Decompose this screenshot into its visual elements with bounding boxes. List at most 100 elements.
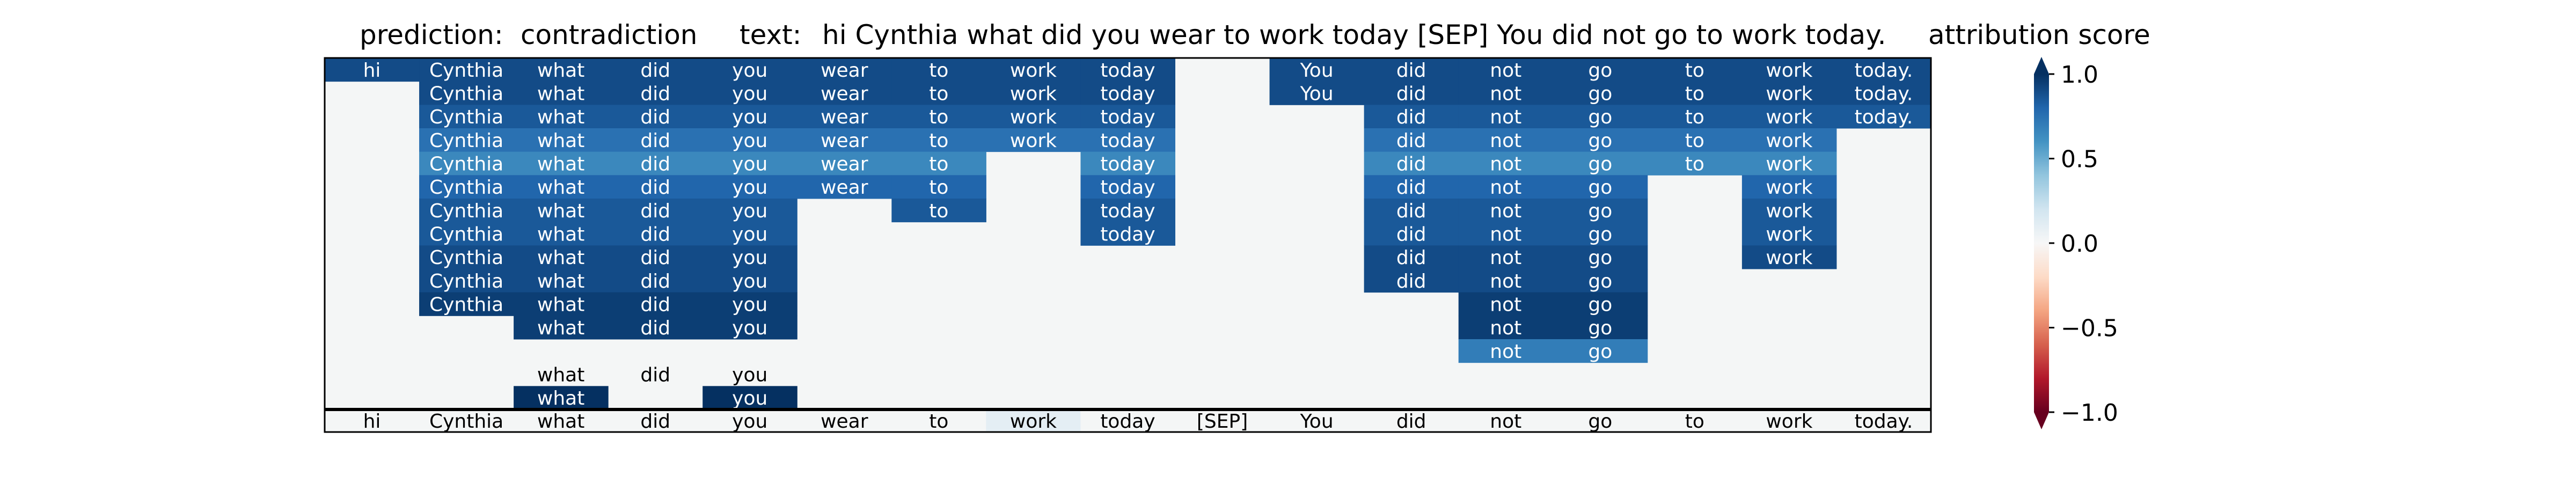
colorbar-tick-label: 0.5 <box>2061 146 2098 173</box>
heatmap-cell <box>1647 105 1743 129</box>
prediction-label: prediction: <box>360 19 503 50</box>
token-strip-background <box>325 409 1931 432</box>
heatmap-cell-label: what <box>537 106 584 128</box>
heatmap-cell <box>1741 245 1837 269</box>
heatmap-cell <box>891 58 986 82</box>
heatmap-cell <box>1836 105 1931 129</box>
heatmap-cell-label: you <box>732 294 767 316</box>
heatmap-cell-label: today. <box>1855 106 1913 128</box>
heatmap-cell <box>702 175 797 199</box>
heatmap-cell <box>797 81 892 105</box>
heatmap-cell <box>1553 339 1648 363</box>
heatmap-cell-label: work <box>1010 83 1057 105</box>
heatmap-cell <box>1553 128 1648 152</box>
heatmap-cell <box>608 151 703 175</box>
heatmap-cell-label: did <box>1396 177 1426 199</box>
heatmap-cell <box>419 292 514 316</box>
heatmap-cell-label: Cynthia <box>429 247 503 269</box>
heatmap-cell-label: you <box>732 317 767 339</box>
heatmap-cell <box>1080 151 1176 175</box>
heatmap-cell-label: hi <box>363 60 381 82</box>
colorbar-gradient <box>2034 74 2049 412</box>
heatmap-cell-label: not <box>1490 83 1521 105</box>
heatmap-cell-label: Cynthia <box>429 153 503 175</box>
heatmap-cell <box>986 81 1081 105</box>
colorbar-extend-min <box>2034 412 2049 429</box>
heatmap-cell <box>419 245 514 269</box>
heatmap-cell-label: you <box>732 60 767 82</box>
heatmap-cell <box>1364 128 1459 152</box>
colorbar-tick-label: −0.5 <box>2061 315 2118 342</box>
heatmap-cell-label: work <box>1010 106 1057 128</box>
heatmap-cell-label: Cynthia <box>429 130 503 152</box>
heatmap-cell-label: you <box>732 106 767 128</box>
heatmap-cell <box>797 128 892 152</box>
heatmap-cell-label: today <box>1100 177 1155 199</box>
heatmap-cell-label: what <box>537 153 584 175</box>
heatmap-cell-label: not <box>1490 224 1521 246</box>
heatmap-cell-label: work <box>1766 224 1812 246</box>
heatmap-cell <box>1364 222 1459 246</box>
heatmap-cell <box>1647 81 1743 105</box>
heatmap-cell-label: did <box>640 83 670 105</box>
token-strip-cell <box>986 409 1081 432</box>
heatmap-cell <box>1080 58 1176 82</box>
heatmap-cell-label: not <box>1490 60 1521 82</box>
token-strip-label: what <box>537 411 584 433</box>
heatmap-cell <box>1458 58 1554 82</box>
heatmap-cell-label: what <box>537 317 584 339</box>
heatmap-cell <box>325 58 420 82</box>
heatmap-cell <box>608 175 703 199</box>
token-strip-label: hi <box>363 411 381 433</box>
heatmap-cell <box>1458 339 1554 363</box>
heatmap-cell-label: to <box>1685 60 1704 82</box>
heatmap-cell <box>419 128 514 152</box>
heatmap-cell <box>419 269 514 293</box>
heatmap-cell-label: what <box>537 83 584 105</box>
heatmap-cell-label: work <box>1766 177 1812 199</box>
heatmap-cell-label: what <box>537 60 584 82</box>
heatmap-cell <box>608 269 703 293</box>
heatmap-cell-label: You <box>1300 60 1334 82</box>
heatmap-cell-label: not <box>1490 106 1521 128</box>
heatmap-cell <box>419 105 514 129</box>
heatmap-cell-label: did <box>640 60 670 82</box>
heatmap-cell-label: not <box>1490 270 1521 292</box>
heatmap-cell-label: today <box>1100 83 1155 105</box>
heatmap-cell <box>702 105 797 129</box>
token-strip-label: did <box>1396 411 1426 433</box>
heatmap-cell <box>1364 105 1459 129</box>
heatmap-cell-label: not <box>1490 130 1521 152</box>
heatmap-cell <box>702 245 797 269</box>
heatmap-cell-label: did <box>640 130 670 152</box>
heatmap-cell-label: Cynthia <box>429 83 503 105</box>
heatmap-cell-label: go <box>1588 200 1612 222</box>
heatmap-cell <box>891 128 986 152</box>
heatmap-cell-label: you <box>732 247 767 269</box>
heatmap-cell <box>514 245 609 269</box>
heatmap-cell <box>1553 245 1648 269</box>
input-text: hi Cynthia what did you wear to work tod… <box>822 19 1886 50</box>
heatmap-cell-label: go <box>1588 247 1612 269</box>
heatmap-cell <box>514 222 609 246</box>
heatmap-cell <box>514 128 609 152</box>
heatmap-cell-label: Cynthia <box>429 177 503 199</box>
heatmap-cell <box>1553 222 1648 246</box>
heatmap-cell-label: to <box>1685 83 1704 105</box>
heatmap-cell <box>702 81 797 105</box>
heatmap-cell <box>986 105 1081 129</box>
heatmap-cell <box>1364 245 1459 269</box>
heatmap-cell-label: wear <box>821 153 868 175</box>
heatmap-cell <box>1647 128 1743 152</box>
heatmap-cell <box>514 269 609 293</box>
heatmap-cell <box>1553 269 1648 293</box>
heatmap-cell-label: to <box>1685 130 1704 152</box>
heatmap-cell-label: go <box>1588 106 1612 128</box>
heatmap-cell <box>514 316 609 340</box>
heatmap-cell-label: what <box>537 387 584 409</box>
heatmap-cell <box>1647 58 1743 82</box>
colorbar-tick-label: 1.0 <box>2061 61 2098 89</box>
heatmap-cell-label: not <box>1490 317 1521 339</box>
heatmap-cell-label: what <box>537 270 584 292</box>
heatmap-cell-label: did <box>640 224 670 246</box>
